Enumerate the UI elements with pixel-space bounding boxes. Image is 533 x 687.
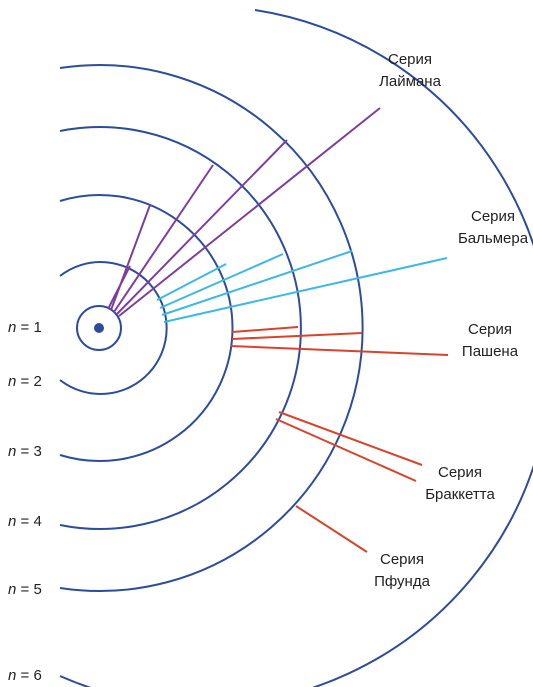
transition xyxy=(118,107,381,317)
level-label: n = 3 xyxy=(8,443,42,460)
orbit-2 xyxy=(59,261,168,395)
orbit-4 xyxy=(59,126,302,530)
series-name: Серия xyxy=(380,551,424,568)
series-name: Браккетта xyxy=(425,486,495,503)
orbit-5 xyxy=(59,64,364,592)
lyman-lines xyxy=(107,107,381,317)
level-symbol: n xyxy=(8,513,16,530)
orbit-3 xyxy=(59,194,234,462)
series-name: Серия xyxy=(468,321,512,338)
orbit-1 xyxy=(76,305,122,351)
transition xyxy=(113,164,214,313)
transition xyxy=(161,250,353,316)
paschen-lines xyxy=(230,326,449,356)
series-name: Серия xyxy=(438,464,482,481)
transition xyxy=(230,345,449,356)
balmer-lines xyxy=(156,250,448,323)
level-symbol: n xyxy=(8,581,16,598)
orbit-6 xyxy=(59,9,533,687)
level-number: = 3 xyxy=(21,443,42,460)
transition xyxy=(163,257,448,323)
series-name: Пфунда xyxy=(374,573,430,590)
series-name: Серия xyxy=(388,51,432,68)
level-number: = 5 xyxy=(21,581,42,598)
transition xyxy=(156,263,227,301)
transition xyxy=(110,204,151,311)
level-number: = 1 xyxy=(21,319,42,336)
transition xyxy=(278,411,423,466)
level-symbol: n xyxy=(8,667,16,684)
level-number: = 2 xyxy=(21,373,42,390)
series-name: Пашена xyxy=(462,343,519,360)
transition xyxy=(116,139,288,315)
level-symbol: n xyxy=(8,373,16,390)
level-label: n = 2 xyxy=(8,373,42,390)
transition xyxy=(231,332,363,340)
level-number: = 4 xyxy=(21,513,42,530)
series-name: Лаймана xyxy=(379,73,442,90)
level-label: n = 6 xyxy=(8,667,42,684)
orbits xyxy=(59,9,533,687)
transition xyxy=(159,253,284,309)
series-name: Бальмера xyxy=(458,230,529,247)
level-labels: n = 1n = 2n = 3n = 4n = 5n = 6 xyxy=(8,319,42,684)
level-symbol: n xyxy=(8,443,16,460)
level-label: n = 5 xyxy=(8,581,42,598)
series-name: Серия xyxy=(471,208,515,225)
pfund-lines xyxy=(295,505,368,553)
level-label: n = 1 xyxy=(8,319,42,336)
transition xyxy=(295,505,368,553)
transition xyxy=(231,326,299,333)
nucleus xyxy=(94,323,104,333)
level-symbol: n xyxy=(8,319,16,336)
level-label: n = 4 xyxy=(8,513,42,530)
series-labels: Серия Лаймана Серия Бальмера Серия Пашена Сери… xyxy=(374,51,529,590)
transition xyxy=(275,418,417,482)
level-number: = 6 xyxy=(21,667,42,684)
brackett-lines xyxy=(275,411,423,482)
